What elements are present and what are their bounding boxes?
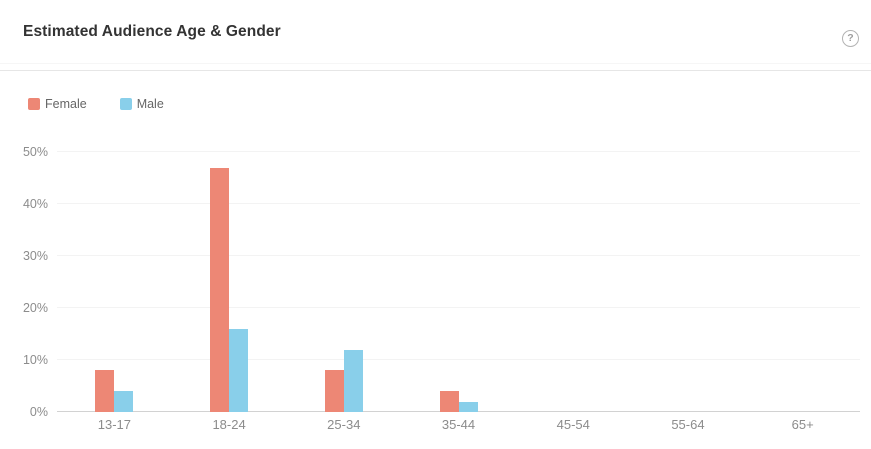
x-tick-55-64: 55-64 [671,417,705,432]
plot-area [57,151,860,412]
bar-group-13-17 [57,152,172,412]
bar-groups [57,152,860,412]
bar-group-25-34 [286,152,401,412]
bar-group-65+ [745,152,860,412]
bar-group-35-44 [401,152,516,412]
legend-label: Female [45,97,87,111]
bar-group-55-64 [631,152,746,412]
x-tick-65+: 65+ [791,417,814,432]
y-tick-label: 40% [22,197,48,211]
legend-label: Male [136,97,164,111]
gridline [57,255,860,256]
section-divider [0,70,871,71]
legend-swatch-female [28,98,40,110]
x-tick-35-44: 35-44 [441,417,476,432]
bar-female-18-24[interactable] [210,167,230,412]
bar-male-35-44[interactable] [458,401,478,412]
x-tick-45-54: 45-54 [556,417,590,432]
bar-male-13-17[interactable] [114,391,134,412]
help-icon[interactable]: ? [842,30,859,47]
bar-female-25-34[interactable] [324,370,344,412]
page-title: Estimated Audience Age & Gender [23,23,281,40]
y-tick-label: 10% [22,353,48,367]
y-tick-label: 0% [29,405,48,419]
y-axis: 0% 10% 20% 30% 40% 50% [0,145,48,419]
gridline [57,151,860,152]
y-tick-label: 30% [22,249,48,263]
legend-item-male[interactable]: Male [119,97,164,111]
x-tick-18-24: 18-24 [212,417,246,432]
y-tick-label: 20% [22,301,48,315]
bar-male-18-24[interactable] [229,328,249,412]
y-tick-label: 50% [22,145,48,159]
gridline [57,203,860,204]
legend-swatch-male [119,98,132,110]
legend-item-female[interactable]: Female [28,97,87,111]
gridline [57,359,860,360]
x-axis: 13-17 18-24 25-34 35-44 45-54 55-64 65+ [57,417,860,432]
header-divider [0,63,871,64]
bar-female-13-17[interactable] [95,370,115,412]
x-tick-25-34: 25-34 [327,417,361,432]
bar-female-35-44[interactable] [439,391,459,412]
bar-group-45-54 [516,152,631,412]
bar-male-25-34[interactable] [343,349,363,412]
x-tick-13-17: 13-17 [97,417,131,432]
bar-group-18-24 [172,152,287,412]
chart-legend: Female Male [28,97,164,111]
gridline [57,307,860,308]
